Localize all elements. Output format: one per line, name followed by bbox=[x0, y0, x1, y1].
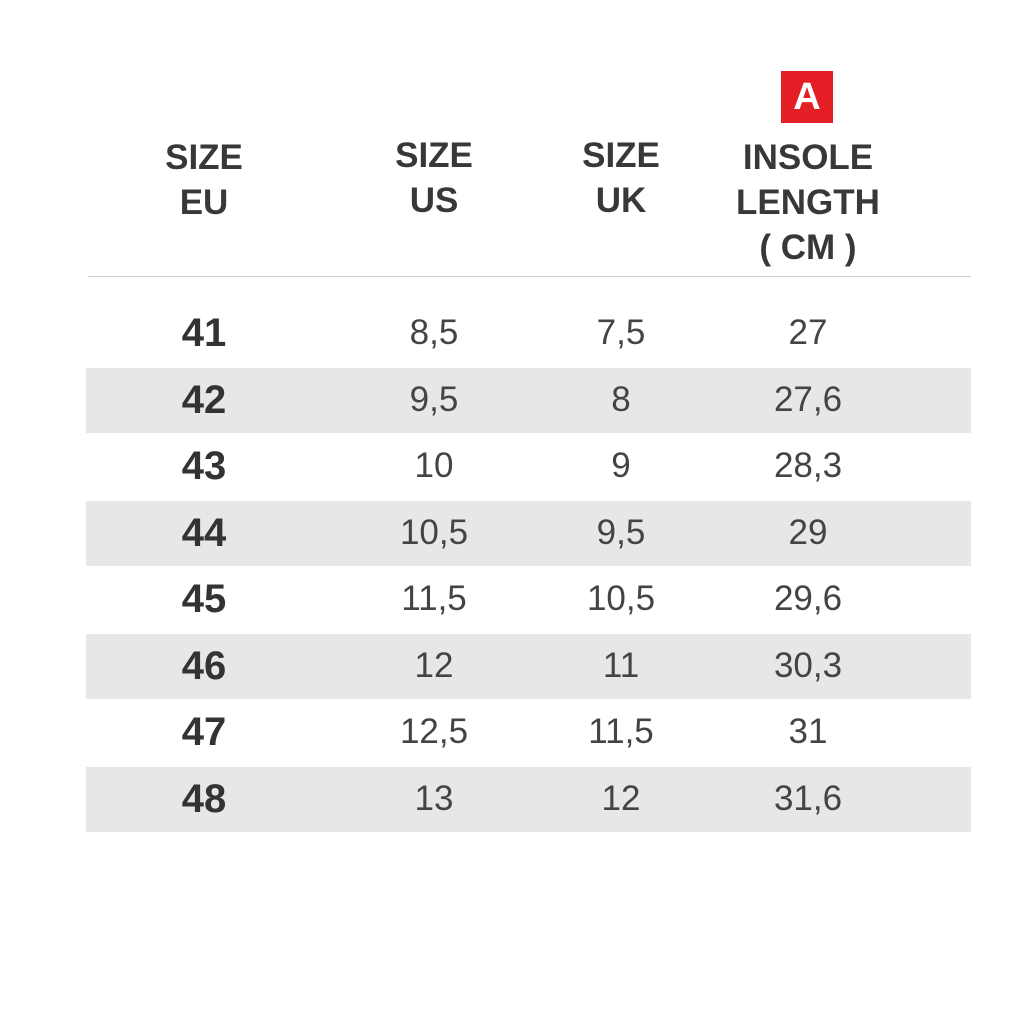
table-cell: 10,5 bbox=[399, 512, 469, 552]
table-cell: 27,6 bbox=[773, 379, 843, 419]
row-band bbox=[86, 766, 971, 832]
table-cell: 31,6 bbox=[773, 778, 843, 818]
table-cell: 48 bbox=[181, 776, 227, 821]
table-cell: 8 bbox=[611, 379, 631, 419]
table-cell: 29 bbox=[788, 512, 828, 552]
column-header: US bbox=[409, 181, 459, 220]
column-header: SIZE bbox=[395, 136, 473, 175]
column-header: ( CM ) bbox=[759, 228, 857, 267]
table-cell: 42 bbox=[181, 377, 227, 422]
table-cell: 9,5 bbox=[596, 512, 646, 552]
table-cell: 28,3 bbox=[773, 446, 843, 485]
table-cell: 46 bbox=[181, 643, 227, 688]
table-cell: 43 bbox=[181, 444, 227, 488]
table-cell: 27 bbox=[788, 313, 828, 352]
column-header: LENGTH bbox=[736, 183, 880, 222]
table-cell: 11,5 bbox=[401, 579, 467, 618]
table-cell: 9,5 bbox=[409, 379, 459, 419]
table-cell: 10,5 bbox=[586, 579, 656, 618]
table-cell: 45 bbox=[181, 577, 227, 621]
column-header: SIZE bbox=[165, 138, 243, 177]
column-header: UK bbox=[595, 181, 647, 220]
column-header: SIZE bbox=[582, 136, 660, 175]
table-cell: 11,5 bbox=[588, 712, 654, 751]
row-band bbox=[86, 367, 971, 433]
table-cell: 29,6 bbox=[773, 579, 843, 618]
table-cell: 47 bbox=[181, 710, 227, 754]
table-cell: 41 bbox=[181, 311, 227, 355]
table-cell: 7,5 bbox=[596, 313, 646, 352]
table-cell: 30,3 bbox=[773, 645, 843, 685]
measure-badge: A bbox=[781, 71, 833, 123]
table-cell: 12 bbox=[601, 778, 641, 818]
header-rule bbox=[88, 276, 971, 277]
table-cell: 12 bbox=[414, 645, 454, 685]
table-cell: 13 bbox=[414, 778, 454, 818]
row-band bbox=[86, 633, 971, 699]
table-cell: 12,5 bbox=[399, 712, 469, 751]
table-cell: 44 bbox=[181, 510, 227, 555]
table-cell: 8,5 bbox=[409, 313, 459, 352]
row-band bbox=[86, 500, 971, 566]
column-header: EU bbox=[179, 183, 229, 222]
table-cell: 11 bbox=[602, 645, 640, 685]
table-cell: 10 bbox=[414, 446, 454, 485]
table-cell: 31 bbox=[788, 712, 828, 751]
column-header: INSOLE bbox=[742, 138, 874, 177]
table-cell: 9 bbox=[611, 446, 631, 485]
